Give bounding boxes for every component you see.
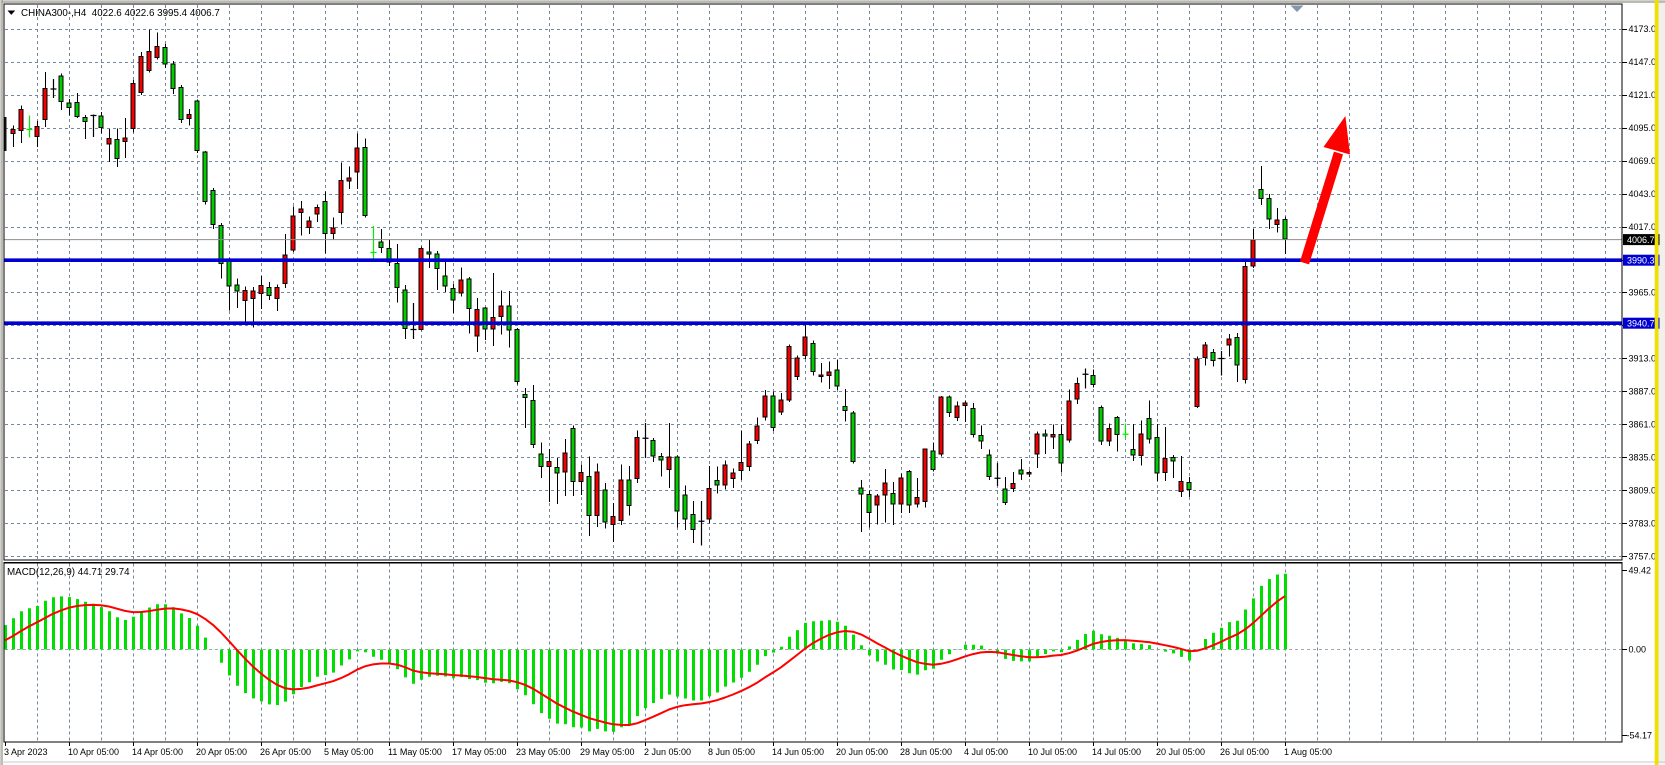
svg-text:14 Jul 05:00: 14 Jul 05:00: [1092, 747, 1141, 757]
svg-text:3990.3: 3990.3: [1627, 256, 1655, 266]
svg-text:29 May 05:00: 29 May 05:00: [580, 747, 635, 757]
svg-text:11 May 05:00: 11 May 05:00: [388, 747, 442, 757]
svg-text:4095.0: 4095.0: [1629, 123, 1657, 133]
svg-text:23 May 05:00: 23 May 05:00: [516, 747, 571, 757]
svg-text:20 Jun 05:00: 20 Jun 05:00: [836, 747, 888, 757]
svg-text:3757.0: 3757.0: [1629, 551, 1657, 561]
svg-text:4173.0: 4173.0: [1629, 24, 1657, 34]
svg-text:20 Apr 05:00: 20 Apr 05:00: [196, 747, 247, 757]
svg-text:10 Jul 05:00: 10 Jul 05:00: [1028, 747, 1077, 757]
svg-text:3783.0: 3783.0: [1629, 518, 1657, 528]
svg-text:4006.7: 4006.7: [1627, 235, 1655, 245]
svg-text:4147.0: 4147.0: [1629, 57, 1657, 67]
svg-text:3809.0: 3809.0: [1629, 485, 1657, 495]
svg-text:8 Jun 05:00: 8 Jun 05:00: [708, 747, 755, 757]
svg-text:4043.0: 4043.0: [1629, 189, 1657, 199]
svg-text:3965.0: 3965.0: [1629, 288, 1657, 298]
svg-text:3861.0: 3861.0: [1629, 420, 1657, 430]
svg-text:3835.0: 3835.0: [1629, 452, 1657, 462]
svg-text:49.42: 49.42: [1629, 565, 1652, 575]
svg-text:MACD(12,26,9) 44.71 29.74: MACD(12,26,9) 44.71 29.74: [7, 567, 130, 578]
svg-text:-54.17: -54.17: [1627, 731, 1653, 741]
svg-text:3913.0: 3913.0: [1629, 354, 1657, 364]
svg-text:CHINA300-,H4 4022.6 4022.6 39: CHINA300-,H4 4022.6 4022.6 3995.4 4006.7: [21, 8, 220, 19]
svg-text:14 Apr 05:00: 14 Apr 05:00: [132, 747, 183, 757]
svg-text:26 Jul 05:00: 26 Jul 05:00: [1220, 747, 1269, 757]
svg-text:3940.7: 3940.7: [1627, 319, 1655, 329]
svg-text:4069.0: 4069.0: [1629, 156, 1657, 166]
svg-text:4017.0: 4017.0: [1629, 222, 1657, 232]
svg-text:0.00: 0.00: [1629, 644, 1647, 654]
svg-text:4 Jul 05:00: 4 Jul 05:00: [964, 747, 1008, 757]
svg-text:17 May 05:00: 17 May 05:00: [452, 747, 507, 757]
svg-text:10 Apr 05:00: 10 Apr 05:00: [68, 747, 119, 757]
svg-text:28 Jun 05:00: 28 Jun 05:00: [900, 747, 952, 757]
svg-text:3 Apr 2023: 3 Apr 2023: [4, 747, 48, 757]
svg-text:3887.0: 3887.0: [1629, 387, 1657, 397]
svg-text:14 Jun 05:00: 14 Jun 05:00: [772, 747, 824, 757]
svg-text:2 Jun 05:00: 2 Jun 05:00: [644, 747, 691, 757]
svg-text:1 Aug 05:00: 1 Aug 05:00: [1284, 747, 1332, 757]
svg-text:26 Apr 05:00: 26 Apr 05:00: [260, 747, 311, 757]
svg-text:4121.0: 4121.0: [1629, 90, 1657, 100]
svg-text:20 Jul 05:00: 20 Jul 05:00: [1156, 747, 1205, 757]
svg-text:5 May 05:00: 5 May 05:00: [324, 747, 374, 757]
